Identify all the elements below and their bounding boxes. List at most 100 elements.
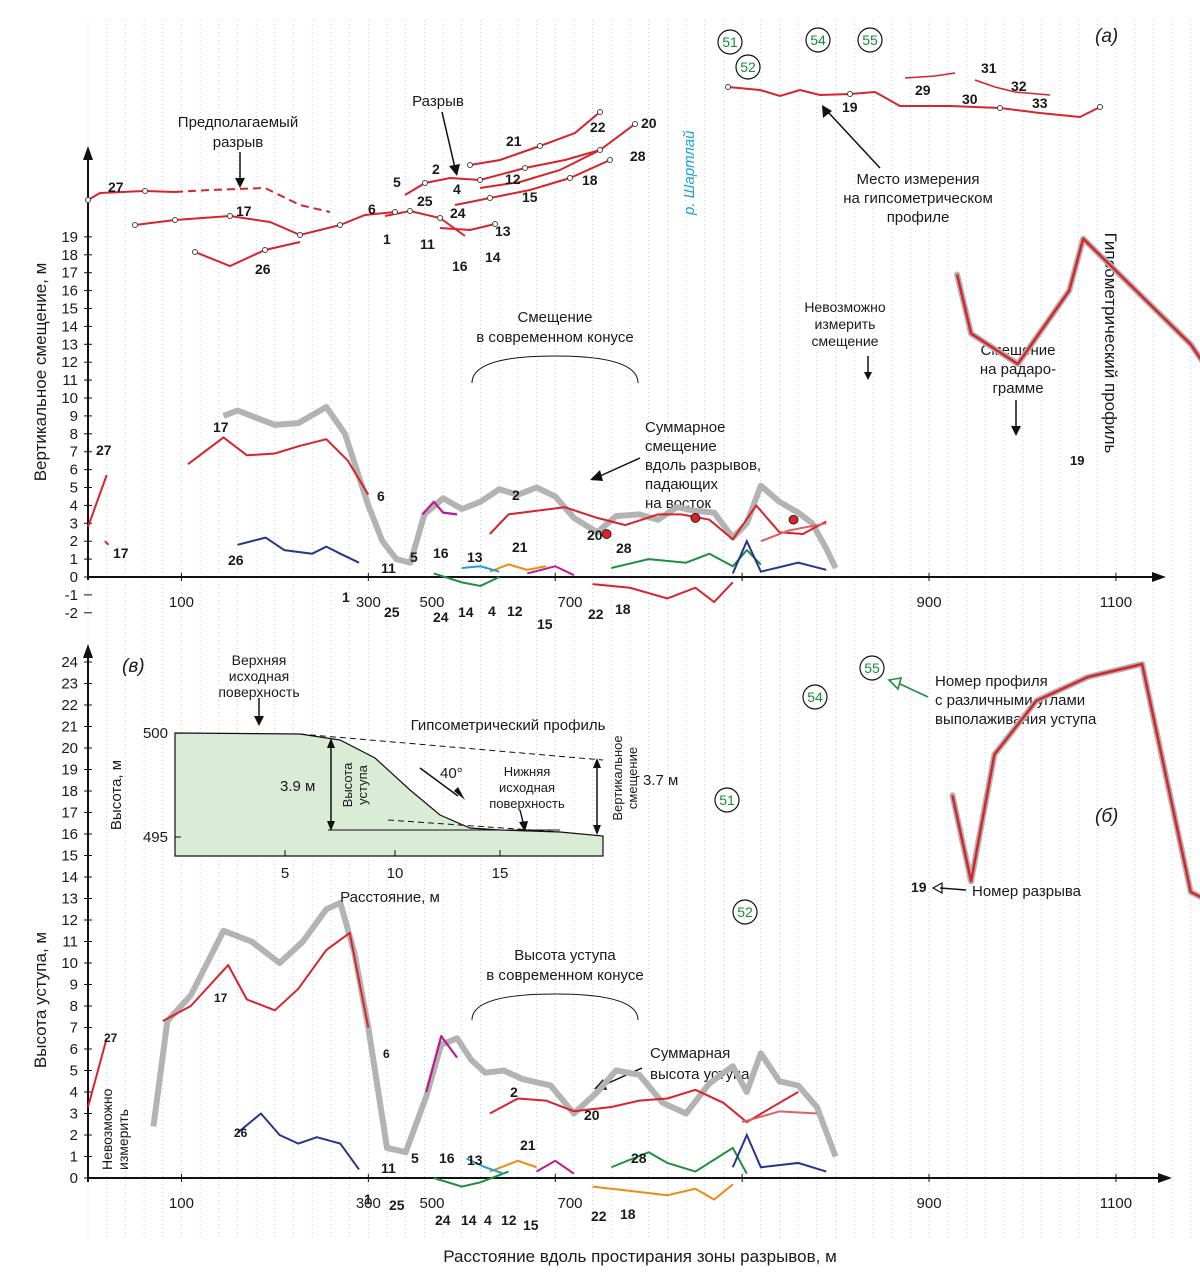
arrow-head (449, 164, 460, 176)
trace-29 (904, 72, 956, 79)
annotation: Высота (340, 762, 355, 807)
y-tick-label: 3 (70, 515, 78, 532)
series-line (187, 436, 370, 496)
top-curves (87, 235, 1200, 604)
arrow (441, 111, 456, 169)
curve-label: 11 (381, 1160, 396, 1176)
x-tick-label: 100 (169, 594, 194, 611)
map-labels: 27 17 26 6 1 11 16 14 13 25 24 5 2 4 12 … (108, 60, 1048, 277)
series-line (87, 474, 108, 528)
arrow (899, 683, 929, 698)
series-line (237, 536, 360, 564)
curve-label: 6 (377, 488, 385, 504)
curve-label: 17 (113, 545, 129, 561)
trace-supposed (174, 186, 331, 213)
annotation: поверхность (218, 684, 299, 700)
annotation: 3.7 м (643, 772, 678, 789)
minor-segment (536, 1159, 575, 1175)
y-tick-label: 8 (70, 426, 78, 443)
y-tick-label: 5 (70, 1063, 78, 1080)
y-tick-label: 2 (70, 1127, 78, 1144)
curve-label: 16 (439, 1150, 455, 1166)
curve-label: 25 (384, 604, 400, 620)
annotation: разрыв (213, 134, 264, 151)
curve-label: 19 (911, 879, 927, 895)
curve-label: 6 (383, 1047, 390, 1061)
y-tick-label: -2 (65, 605, 78, 622)
series-line (87, 1038, 108, 1108)
y-tick-label: 3 (70, 1106, 78, 1123)
curve-label: 20 (584, 1107, 600, 1123)
inset-xtick: 10 (387, 865, 404, 882)
x-tick-label: 900 (917, 594, 942, 611)
y-tick-label: 5 (70, 480, 78, 497)
x-tick-label: 300 (356, 594, 381, 611)
inset-ytick: 500 (143, 725, 168, 742)
top-y-axis-label: Вертикальное смещение, м (31, 263, 50, 482)
trace-13 (439, 223, 496, 232)
curve-label: 1 (342, 589, 350, 605)
annotation: на радаро- (980, 361, 1056, 378)
arrow-head (887, 677, 903, 691)
y-tick-label: 8 (70, 998, 78, 1015)
annotation: профиле (887, 209, 950, 226)
trace-12 (454, 159, 611, 206)
vertical-grid (87, 20, 1192, 1240)
y-tick-label: 13 (61, 891, 78, 908)
y-tick-label: 10 (61, 390, 78, 407)
top-annotations: Предполагаемый разрыв Разрыв р. Шартлай … (178, 93, 1056, 512)
annotation: в современном конусе (486, 967, 643, 984)
arrow-head (519, 821, 528, 832)
bottom-x-ticks: 100300900110013001500 (169, 1174, 1132, 1212)
curve-label: 19 (1070, 453, 1084, 468)
annotation: исходная (229, 668, 289, 684)
y-tick-label: 21 (61, 719, 78, 736)
curve-label: 22 (588, 606, 604, 622)
minor-segment (489, 563, 547, 573)
annotation: смещение (645, 438, 717, 455)
inset-xtick: 5 (281, 865, 289, 882)
top-x-arrow (1152, 572, 1166, 582)
bottom-annotations: Высота уступа в современном конусе Сумма… (99, 673, 1097, 1170)
series-line (222, 404, 839, 570)
measurement-point (788, 514, 799, 525)
annotation: Невозможно (804, 299, 886, 315)
annotation: Суммарная (650, 1045, 730, 1062)
annotation: вдоль разрывов, (645, 457, 761, 474)
bottom-y-axis-label: Высота уступа, м (31, 932, 50, 1068)
minor-segment (433, 1170, 509, 1188)
y-tick-label: 2 (70, 533, 78, 550)
profile-circle (805, 27, 831, 53)
map-label: 18 (582, 172, 598, 188)
tick-label: 700 (557, 1195, 582, 1212)
y-tick-label: 14 (61, 318, 78, 335)
y-tick-label: 7 (70, 1020, 78, 1037)
series-line-halo (949, 661, 1200, 900)
tick-label: 700 (557, 594, 582, 611)
curve-label: 13 (467, 1152, 483, 1168)
curve-label: 17 (213, 419, 229, 435)
bottom-curves (87, 661, 1200, 1201)
annotation: измерить (815, 316, 876, 332)
arrow-head (590, 470, 603, 481)
x-tick-label: 1100 (1100, 594, 1132, 611)
curve-label: 24 (435, 1212, 451, 1228)
curve-label: 4 (484, 1212, 492, 1228)
series-line (421, 500, 458, 516)
map-label: 12 (505, 171, 521, 187)
map-label: 4 (453, 181, 461, 197)
inset-slope-arrow (419, 767, 459, 797)
y-tick-label: 6 (70, 1041, 78, 1058)
annotation: на гипсометрическом (843, 190, 993, 207)
arrow (939, 887, 967, 891)
y-tick-label: 15 (61, 301, 78, 318)
arrow-head (454, 787, 465, 800)
annotation: Суммарное (645, 419, 725, 436)
arrow-head (593, 825, 601, 835)
bottom-x-arrow (1158, 1173, 1172, 1183)
y-tick-label: 20 (61, 740, 78, 757)
annotation: Место измерения (856, 171, 979, 188)
annotation: Смещение (517, 309, 592, 326)
annotation: исходная (499, 780, 555, 795)
